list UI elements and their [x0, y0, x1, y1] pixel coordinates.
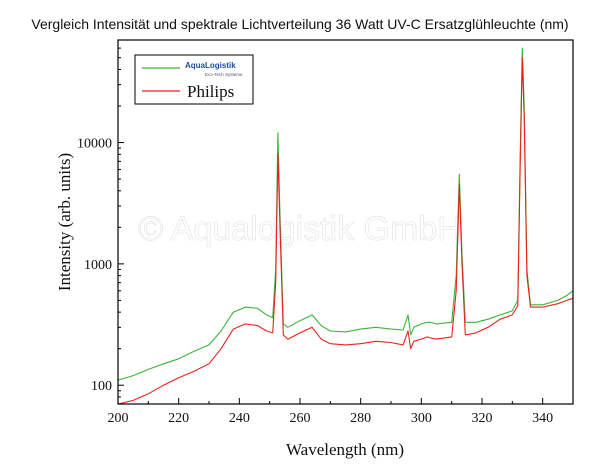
- legend-logo-subtext: Eco-Tech Systeme: [205, 72, 243, 77]
- x-tick-label: 280: [350, 411, 371, 426]
- x-tick-label: 240: [229, 411, 250, 426]
- legend-logo-text: AquaLogistik: [185, 61, 236, 70]
- chart-title: Vergleich Intensität und spektrale Licht…: [31, 16, 569, 32]
- y-axis-label: Intensity (arb. units): [55, 153, 74, 291]
- y-tick-label: 10000: [77, 137, 112, 152]
- series-line-red: [117, 57, 574, 405]
- x-tick-label: 320: [472, 411, 493, 426]
- x-tick-label: 200: [108, 411, 129, 426]
- x-tick-label: 220: [168, 411, 189, 426]
- x-tick-label: 260: [290, 411, 311, 426]
- y-tick-label: 100: [91, 379, 112, 394]
- axis-layer: 200 220 240 260 280 300 320 340 100 1000 10000: [77, 39, 553, 426]
- watermark-text: © Aqualogistik GmbH: [138, 210, 462, 248]
- x-tick-label: 340: [532, 411, 553, 426]
- series-layer: [117, 47, 574, 405]
- legend: AquaLogistik Eco-Tech Systeme Philips: [134, 54, 254, 105]
- y-tick-label: 1000: [84, 258, 112, 273]
- legend-box: [134, 54, 254, 105]
- x-axis-label: Wavelength (nm): [286, 440, 404, 459]
- plot-frame: [117, 39, 574, 405]
- x-tick-label: 300: [411, 411, 432, 426]
- legend-philips-label: Philips: [187, 82, 234, 101]
